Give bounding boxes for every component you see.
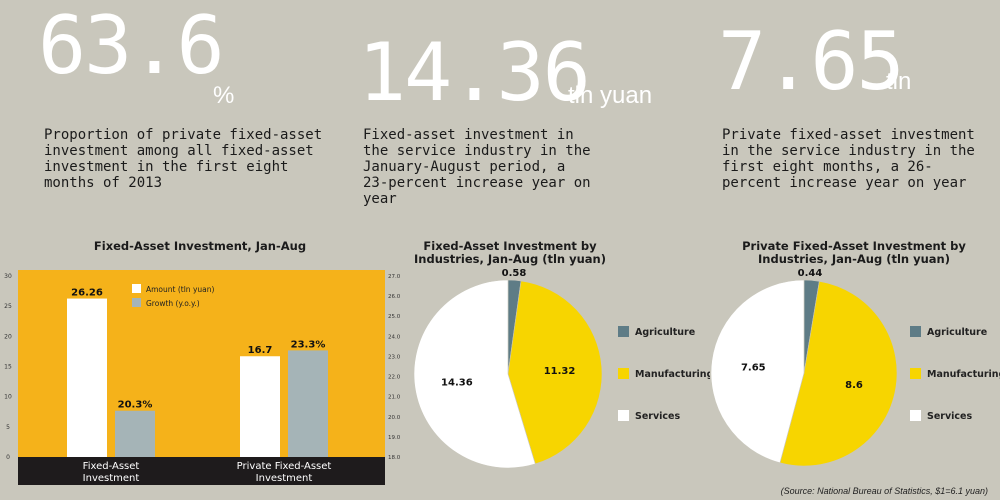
legend-swatch	[618, 410, 629, 421]
legend-label: Growth (y.o.y.)	[146, 299, 200, 308]
pie-chart-2-title: Private Fixed-Asset Investment by Indust…	[742, 239, 966, 266]
pie-data-label: 14.36	[441, 378, 473, 389]
y-tick-label: 25	[4, 303, 12, 310]
bar-data-label: 23.3%	[291, 339, 326, 350]
legend-label: Manufacturing	[635, 369, 710, 380]
legend-swatch	[910, 410, 921, 421]
category-band	[18, 457, 385, 485]
bar-growth	[288, 350, 328, 457]
legend-swatch	[132, 284, 141, 293]
pie-chart-2: 0.44 8.6 7.65 Agriculture Manufacturing Servi…	[710, 268, 1000, 467]
y2-tick-label: 18.0%	[388, 455, 400, 461]
pie-data-label: 11.32	[544, 366, 576, 377]
stat-description-service-investment: Fixed-asset investment in the service in…	[363, 127, 591, 207]
bar-chart: 0 5 10 15 20 25 30 18.0% 19.0% 20.0% 21.0% 22.0% 23.…	[4, 270, 400, 485]
legend-label: Services	[635, 411, 680, 422]
source-note: (Source: National Bureau of Statistics, …	[780, 486, 988, 496]
y-tick-label: 15	[4, 364, 12, 371]
bar-data-label: 16.7	[248, 345, 273, 356]
stat-value-private-share: 63.6	[38, 0, 225, 92]
legend-swatch	[910, 326, 921, 337]
legend-label: Agriculture	[927, 327, 987, 338]
pie-data-label: 0.44	[798, 268, 823, 279]
legend-swatch	[910, 368, 921, 379]
stat-unit-tln-yuan: tln yuan	[568, 82, 653, 109]
y-tick-label: 0	[6, 454, 10, 461]
legend-label: Agriculture	[635, 327, 695, 338]
y2-tick-label: 19.0%	[388, 435, 400, 441]
pie-chart-1-title: Fixed-Asset Investment by Industries, Ja…	[414, 239, 606, 266]
x-tick-label: Fixed-Asset	[83, 461, 140, 472]
pie-slice-services	[710, 279, 805, 464]
legend-label: Manufacturing	[927, 369, 1000, 380]
stat-description-private-service: Private fixed-asset investment in the se…	[722, 127, 975, 191]
legend-label: Amount (tln yuan)	[146, 285, 214, 294]
y2-tick-label: 26.0%	[388, 294, 400, 300]
y-tick-label: 30	[4, 273, 12, 280]
x-tick-label: Investment	[256, 473, 313, 484]
bar-amount	[240, 356, 280, 457]
y2-tick-label: 22.0%	[388, 375, 400, 381]
y2-tick-label: 21.0%	[388, 395, 400, 401]
y2-tick-label: 25.0%	[388, 314, 400, 320]
stat-description-private-share: Proportion of private fixed-asset invest…	[44, 127, 323, 191]
bar-chart-title: Fixed-Asset Investment, Jan-Aug	[93, 239, 307, 253]
stat-value-service-investment: 14.36	[358, 26, 591, 119]
bar-data-label: 26.26	[71, 288, 103, 299]
y2-tick-label: 23.0%	[388, 354, 400, 360]
stat-unit-percent: %	[213, 82, 235, 109]
stat-unit-tln: tln	[886, 68, 912, 95]
legend-swatch	[618, 326, 629, 337]
y-tick-label: 20	[4, 333, 12, 340]
y2-tick-label: 27.0%	[388, 274, 400, 280]
pie-chart-1: 0.58 11.32 14.36 Agriculture Manufacturing Se…	[413, 268, 710, 469]
stat-value-private-service: 7.65	[718, 15, 905, 108]
legend-swatch	[132, 298, 141, 307]
y-tick-label: 10	[4, 394, 12, 401]
pie-slice-services	[413, 279, 536, 469]
y-tick-label: 5	[6, 424, 10, 431]
x-tick-label: Investment	[83, 473, 140, 484]
y2-tick-label: 24.0%	[388, 334, 400, 340]
pie-slice-manufacturing	[507, 280, 603, 465]
x-tick-label: Private Fixed-Asset	[237, 461, 332, 472]
bar-data-label: 20.3%	[118, 400, 153, 411]
pie-slice-manufacturing	[779, 280, 898, 467]
pie-data-label: 0.58	[502, 268, 527, 279]
legend-swatch	[618, 368, 629, 379]
y2-tick-label: 20.0%	[388, 415, 400, 421]
pie-data-label: 7.65	[741, 362, 766, 373]
legend-label: Services	[927, 411, 972, 422]
pie-data-label: 8.6	[845, 380, 863, 391]
bar-amount	[67, 298, 107, 457]
bar-growth	[115, 410, 155, 457]
